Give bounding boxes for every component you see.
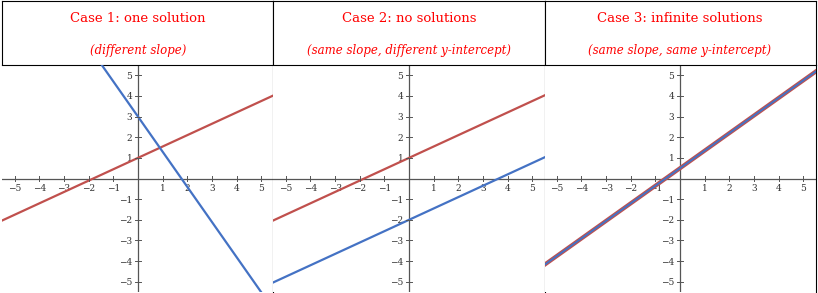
- Text: (different slope): (different slope): [90, 44, 187, 57]
- Text: Case 3: infinite solutions: Case 3: infinite solutions: [597, 12, 762, 25]
- Text: (same slope, different y-intercept): (same slope, different y-intercept): [307, 44, 511, 57]
- Text: Case 2: no solutions: Case 2: no solutions: [342, 12, 476, 25]
- Text: Case 1: one solution: Case 1: one solution: [70, 12, 205, 25]
- Text: (same slope, same y-intercept): (same slope, same y-intercept): [588, 44, 771, 57]
